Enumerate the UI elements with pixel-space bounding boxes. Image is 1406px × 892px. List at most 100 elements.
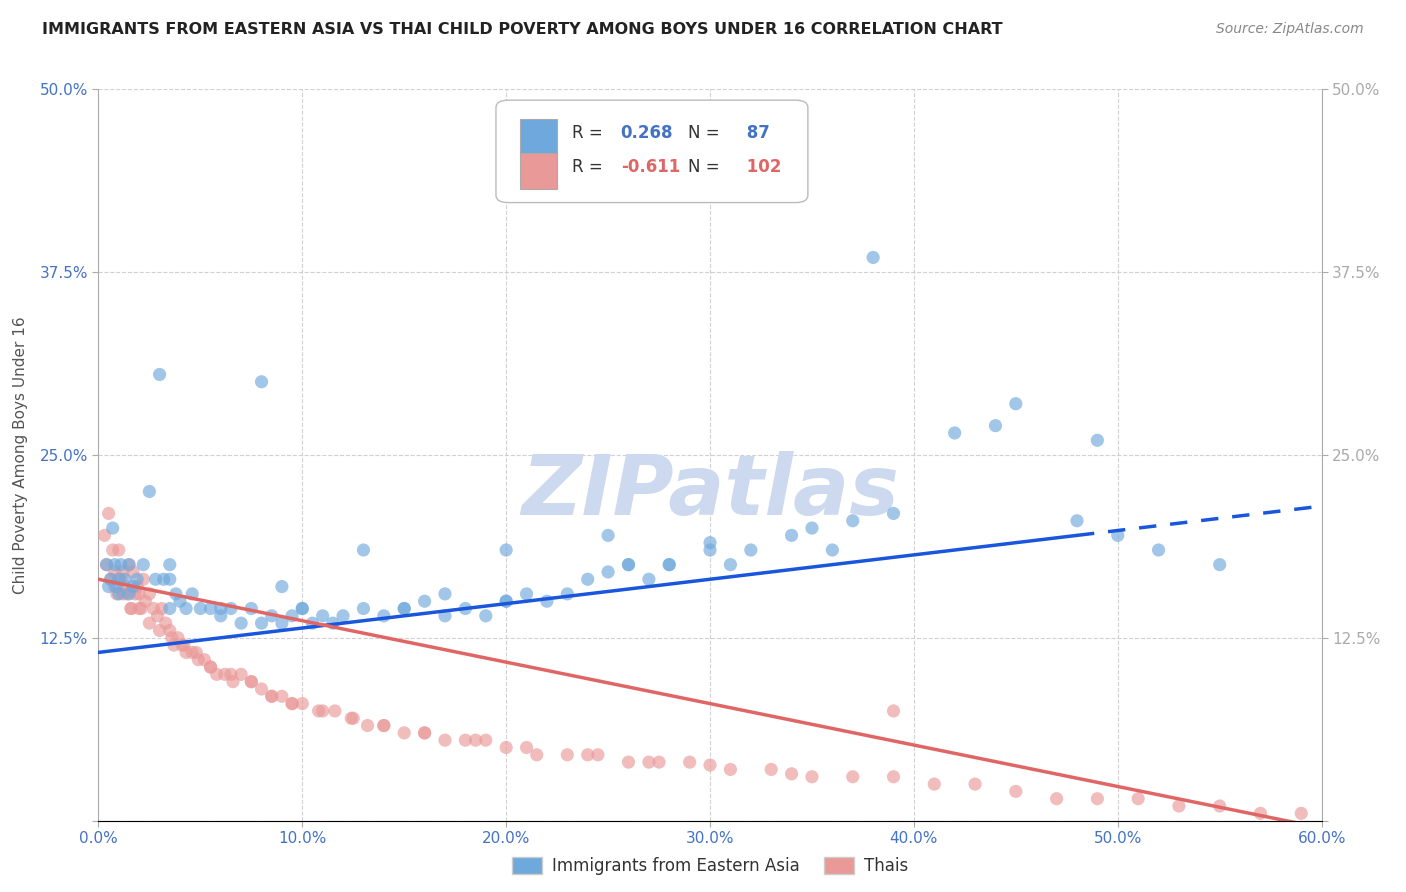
Point <box>699 535 721 549</box>
Point <box>516 587 538 601</box>
Text: N =: N = <box>688 124 725 142</box>
Point <box>1085 434 1108 448</box>
Point <box>495 594 517 608</box>
Point <box>740 543 762 558</box>
Point <box>281 608 304 623</box>
Point <box>495 594 517 608</box>
Point <box>150 601 173 615</box>
Point <box>965 777 987 791</box>
Point <box>111 565 134 579</box>
Point <box>186 645 208 659</box>
Text: 102: 102 <box>741 159 780 177</box>
Point <box>96 558 118 572</box>
Point <box>165 587 187 601</box>
Point <box>526 747 548 762</box>
Point <box>187 653 209 667</box>
Point <box>110 572 132 586</box>
Point <box>984 418 1007 433</box>
Point <box>1128 791 1150 805</box>
Point <box>943 425 966 440</box>
Point <box>159 601 181 615</box>
Point <box>114 572 136 586</box>
Point <box>780 528 803 542</box>
Point <box>159 558 181 572</box>
Point <box>181 645 204 659</box>
Point <box>260 690 283 704</box>
Point <box>291 697 314 711</box>
Point <box>413 726 436 740</box>
Point <box>104 580 127 594</box>
Point <box>250 616 273 631</box>
Point <box>209 608 232 623</box>
Point <box>821 543 844 558</box>
Text: R =: R = <box>572 124 607 142</box>
Point <box>617 558 640 572</box>
Point <box>312 608 335 623</box>
Point <box>155 616 177 631</box>
Point <box>434 608 457 623</box>
Point <box>291 601 314 615</box>
FancyBboxPatch shape <box>520 119 557 154</box>
Point <box>118 587 141 601</box>
Point <box>720 558 742 572</box>
Point <box>100 572 122 586</box>
Point <box>105 587 128 601</box>
Point <box>181 587 204 601</box>
Point <box>883 770 905 784</box>
Point <box>108 572 131 586</box>
Point <box>1167 799 1189 814</box>
Point <box>413 594 436 608</box>
Point <box>648 755 671 769</box>
Point <box>883 507 905 521</box>
Point <box>120 601 142 615</box>
Point <box>127 572 149 586</box>
Point <box>115 587 138 601</box>
Point <box>222 674 245 689</box>
Point <box>617 755 640 769</box>
Point <box>120 601 142 615</box>
Point <box>322 616 344 631</box>
Point <box>111 587 134 601</box>
Point <box>454 733 477 747</box>
Text: R =: R = <box>572 159 607 177</box>
Point <box>167 631 190 645</box>
Point <box>240 601 263 615</box>
Text: -0.611: -0.611 <box>620 159 681 177</box>
Text: Source: ZipAtlas.com: Source: ZipAtlas.com <box>1216 22 1364 37</box>
Point <box>342 711 364 725</box>
Point <box>658 558 681 572</box>
Point <box>312 704 335 718</box>
Point <box>536 594 558 608</box>
Point <box>132 572 155 586</box>
Point <box>1147 543 1170 558</box>
Text: IMMIGRANTS FROM EASTERN ASIA VS THAI CHILD POVERTY AMONG BOYS UNDER 16 CORRELATI: IMMIGRANTS FROM EASTERN ASIA VS THAI CHI… <box>42 22 1002 37</box>
Point <box>1004 784 1026 798</box>
Point <box>104 565 127 579</box>
Point <box>1004 397 1026 411</box>
Point <box>188 601 212 615</box>
Point <box>97 507 120 521</box>
Point <box>356 718 378 732</box>
Point <box>801 770 824 784</box>
Point <box>495 740 517 755</box>
Point <box>129 601 152 615</box>
Point <box>169 594 191 608</box>
Point <box>434 733 457 747</box>
Point <box>352 543 374 558</box>
Point <box>598 565 620 579</box>
Point <box>240 674 263 689</box>
Point <box>214 667 236 681</box>
Point <box>1209 799 1232 814</box>
Point <box>193 653 215 667</box>
Point <box>679 755 702 769</box>
Point <box>101 521 124 535</box>
Point <box>413 726 436 740</box>
Point <box>270 580 294 594</box>
Point <box>340 711 363 725</box>
Point <box>617 558 640 572</box>
Point <box>122 565 145 579</box>
Point <box>96 558 118 572</box>
Point <box>250 375 273 389</box>
Point <box>270 616 294 631</box>
Point <box>308 704 330 718</box>
